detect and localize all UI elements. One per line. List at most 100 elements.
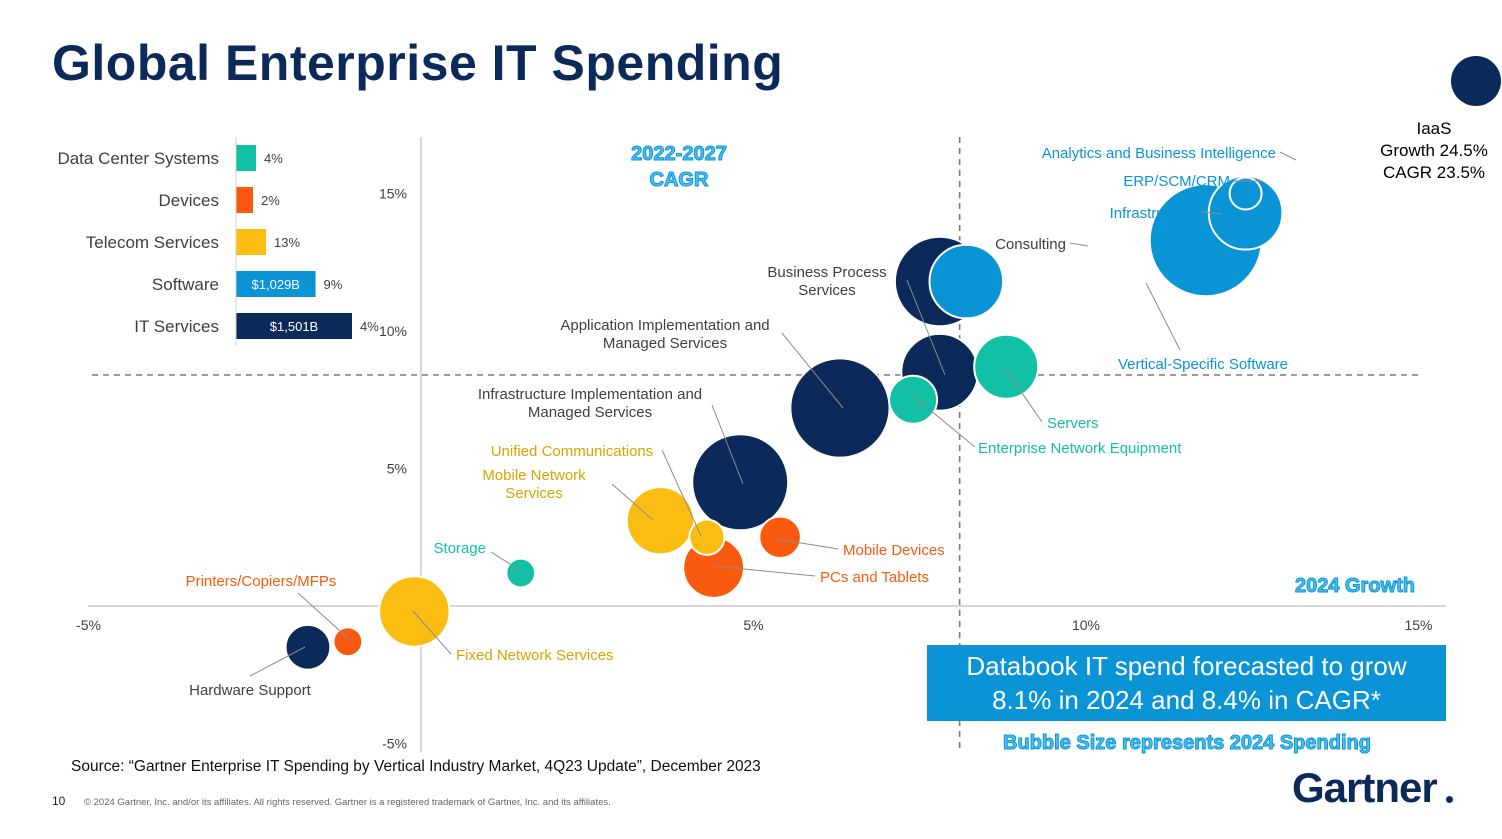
bubble-leader-line [490,551,522,572]
bubble-leader-line [781,332,844,409]
bubble-label: Vertical-Specific Software [1118,356,1288,373]
bubble-label-line: Services [798,282,856,299]
copyright-notice: © 2024 Gartner, Inc. and/or its affiliat… [84,797,611,808]
iaas-legend: IaaS Growth 24.5% CAGR 23.5% [1372,118,1496,184]
bubble-label-line: Mobile Network [482,467,586,484]
bubble-leader-line [1279,151,1297,161]
bubble-label: Analytics and Business Intelligence [1042,145,1276,162]
bar-category-label: Data Center Systems [57,149,219,168]
bar-growth-label: 4% [360,319,379,334]
bubble-label: ERP/SCM/CRM [1123,173,1230,190]
bubble-leader-line [249,646,306,677]
bubble-size-note: Bubble Size represents 2024 Spending [1003,732,1371,754]
bubble-label-line: Business Process [767,264,886,281]
bubble [1228,176,1263,211]
bubble-label: Printers/Copiers/MFPs [186,573,337,590]
bubble-chart-title-line: CAGR [650,169,709,191]
y-tick-label: 5% [387,461,407,477]
bubble [758,515,802,560]
bubble-chart-title: 2022-2027 CAGR [631,143,727,191]
bubble-label: Storage [433,540,486,557]
bar-category-label: Software [152,275,219,294]
bubble-leader-line [775,538,839,550]
bubble-label: Enterprise Network Equipment [978,440,1182,457]
bubble-label: Business Process Services [767,264,886,299]
category-bar-chart: Data Center Systems 4% Devices 2% Telecom Se… [57,137,379,346]
bubble-leader-line [906,279,946,376]
bubble [378,575,451,648]
bubble-leader-line [713,565,816,577]
bar-category-label: IT Services [134,317,219,336]
iaas-legend-bubble [1451,56,1501,106]
gartner-logo-dot [1446,796,1453,803]
bubble-label-line: Managed Services [528,404,652,421]
bubble-label-line: Services [505,485,563,502]
bubble-label-line: Managed Services [603,335,727,352]
bar [236,145,256,171]
bubble-label: Hardware Support [189,682,312,699]
bubble [284,623,332,671]
bar-spending-label: $1,029B [252,277,300,292]
bubble-label: PCs and Tablets [820,569,929,586]
bubble-label: Infrastructure [1110,205,1198,222]
bar [236,229,266,255]
bar-category-label: Devices [159,191,219,210]
bubble-leader-line [1145,282,1181,351]
bar-growth-label: 9% [324,277,343,292]
x-axis-title: 2024 Growth [1295,575,1415,597]
bubble [332,626,364,658]
x-tick-label: -5% [76,617,101,633]
bubble-label: Mobile Network Services [482,467,586,502]
bubble [888,374,939,425]
bar-spending-label: $1,501B [270,319,318,334]
bar-growth-label: 13% [274,235,300,250]
bubble [505,557,537,589]
bubble-chart-titles: 2022-2027 CAGR 2024 Growth Bubble Size repr… [631,143,1416,755]
bubble-leader-line [1004,367,1043,423]
bubble-label: Infrastructure Implementation and Managed… [478,386,702,421]
bubble-label: Application Implementation and Managed Se… [560,317,769,352]
x-tick-label: 15% [1404,617,1432,633]
bubble-label-line: Infrastructure Implementation and [478,386,702,403]
bubble-chart-title-line: 2022-2027 [631,143,727,165]
bar-growth-label: 4% [264,151,283,166]
bubble-chart-axes: -5%0%5%10%15%15%10%5%0%-5% [76,137,1446,752]
bubble-label: Fixed Network Services [456,647,614,664]
iaas-legend-name: IaaS [1416,119,1452,138]
bubble-labels: Analytics and Business Intelligence ERP/S… [186,56,1501,699]
bubble-leader-line [297,592,351,641]
bar [236,313,352,339]
iaas-legend-growth: Growth 24.5% [1380,141,1488,160]
bubble-leader-line [611,483,654,521]
y-tick-label: 15% [379,186,407,202]
y-tick-label: -5% [382,736,407,752]
bubble-label: Unified Communications [491,443,654,460]
bar [236,271,316,297]
x-tick-label: 10% [1072,617,1100,633]
bubble [688,518,726,556]
bubble-leader-line [1201,211,1223,215]
bubble [789,357,891,459]
bar-growth-label: 2% [261,193,280,208]
bubble-leader-line [412,610,452,655]
y-tick-label: 10% [379,323,407,339]
bubble-label-line: Application Implementation and [560,317,769,334]
forecast-callout: Databook IT spend forecasted to grow 8.1… [927,645,1446,721]
bubble [973,333,1040,400]
bubble-leader-line [1069,242,1089,247]
bubble-label: Consulting [995,236,1066,253]
bubble-chart [284,174,1284,671]
bubble [691,433,790,532]
bubble [928,243,1005,320]
source-citation: Source: “Gartner Enterprise IT Spending … [71,758,761,775]
bar-category-label: Telecom Services [86,233,219,252]
bubble-leader-line [912,395,976,448]
page-number: 10 [52,794,66,808]
bubble-label: Mobile Devices [843,542,945,559]
forecast-callout-line2: 8.1% in 2024 and 8.4% in CAGR* [992,685,1381,715]
slide-title: Global Enterprise IT Spending [52,35,784,91]
forecast-callout-line1: Databook IT spend forecasted to grow [966,651,1407,681]
bubble-label: Servers [1047,415,1099,432]
gartner-logo: Gartner [1292,764,1438,811]
